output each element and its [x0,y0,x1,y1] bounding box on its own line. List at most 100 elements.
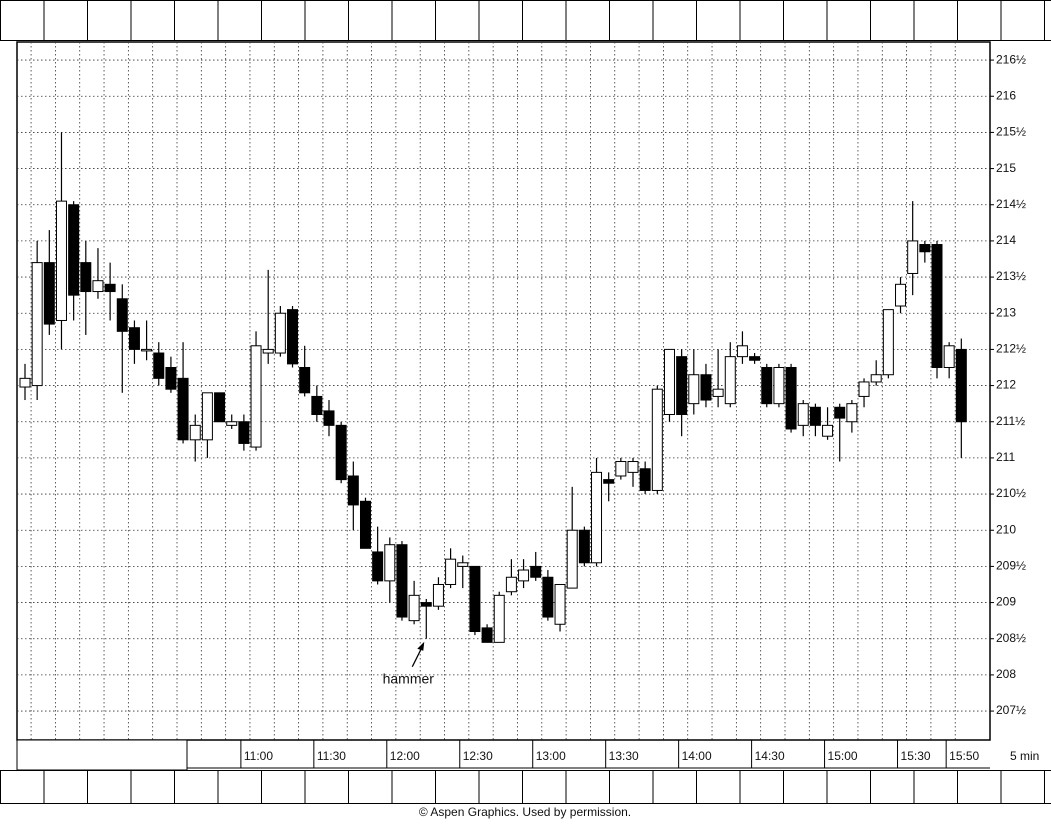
candle-body [920,245,930,252]
annotation-text: hammer [383,670,435,686]
candle-body [470,566,480,631]
candle-body [312,396,322,414]
candle-body [81,263,91,292]
y-tick-label: 213 [996,305,1016,319]
candle-body [324,411,334,425]
candle-body [288,310,298,364]
footer-box [44,771,88,804]
candle-body [579,530,589,563]
header-box [1,1,45,41]
y-tick-label: 215½ [996,125,1026,139]
x-tick-label: 14:30 [755,749,785,763]
candle-body [275,313,285,353]
candle-body [859,382,869,396]
footer-box [697,771,741,804]
y-tick-label: 215 [996,161,1016,175]
candle-body [592,472,602,562]
candle-body [44,263,54,324]
candle-body [725,357,735,404]
candle-body [373,552,383,581]
candle-body [823,425,833,436]
candle-body [446,559,456,584]
candle-body [871,375,881,382]
candle-body [385,545,395,581]
candle-body [397,545,407,617]
footer-box [827,771,871,804]
candle-body [105,284,115,291]
footer-box [914,771,958,804]
candle-body [677,357,687,415]
header-box [1001,1,1045,41]
candle-body [202,393,212,440]
footer-box [218,771,262,804]
x-tick-label: 13:00 [536,749,566,763]
footer-box [392,771,436,804]
candle-body [774,367,784,403]
y-tick-label: 210½ [996,486,1026,500]
candle-body [166,367,176,389]
footer-box [131,771,175,804]
header-box [958,1,1002,41]
footer-box [88,771,132,804]
header-box [697,1,741,41]
x-tick-label: 15:30 [901,749,931,763]
candle-body [640,469,650,491]
candle-body [737,346,747,357]
header-box [262,1,306,41]
candle-body [129,328,139,350]
candle-body [932,245,942,368]
candle-body [908,241,918,274]
candle-body [348,476,358,505]
footer-box [784,771,828,804]
candle-body [458,563,468,567]
header-box [653,1,697,41]
x-tick-label: 12:30 [463,749,493,763]
y-tick-label: 214½ [996,197,1026,211]
candle-body [531,566,541,577]
candle-body [409,595,419,620]
candle-body [506,577,516,591]
header-box [784,1,828,41]
y-tick-label: 210 [996,522,1016,536]
header-box [349,1,393,41]
y-tick-label: 208½ [996,631,1026,645]
candle-body [604,480,614,484]
candle-body [798,404,808,426]
header-box [871,1,915,41]
candle-body [56,201,66,320]
footer-box [610,771,654,804]
candle-body [117,299,127,332]
candle-body [494,595,504,642]
candle-body [555,584,565,624]
candle-body [567,530,577,588]
candle-body [896,284,906,306]
y-tick-label: 216½ [996,52,1026,66]
candle-body [664,349,674,414]
candle-body [616,462,626,476]
candle-body [93,281,103,292]
x-tick-label: 15:00 [828,749,858,763]
header-box [218,1,262,41]
source-note: © Aspen Graphics. Used by permission. [419,805,631,819]
x-tick-label: 11:30 [317,749,346,763]
header-box [175,1,219,41]
candle-body [956,349,966,421]
header-box [566,1,610,41]
candle-body [154,353,164,378]
candle-body [251,346,261,447]
header-box [523,1,567,41]
candle-body [227,422,237,426]
candle-body [543,577,553,617]
candle-body [482,628,492,642]
x-tick-label: 11:00 [244,749,273,763]
y-tick-label: 212 [996,378,1016,392]
candle-body [652,389,662,490]
candle-body [713,389,723,396]
footer-box [305,771,349,804]
y-tick-label: 209½ [996,559,1026,573]
x-tick-label: 14:00 [682,749,712,763]
candle-body [32,263,42,386]
footer-box [740,771,784,804]
candle-body [847,404,857,422]
candle-body [190,425,200,439]
